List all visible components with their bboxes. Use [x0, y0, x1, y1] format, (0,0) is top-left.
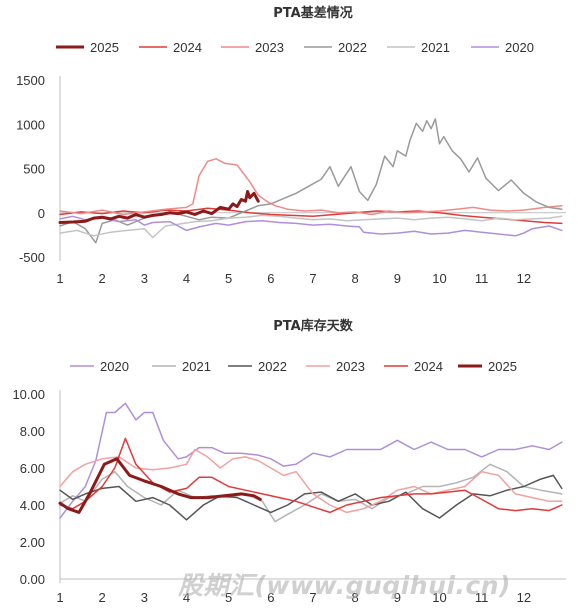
- legend-label-2025: 2025: [488, 359, 517, 374]
- legend-label-2023: 2023: [336, 359, 365, 374]
- chart-2-y-tick: 8.00: [20, 424, 45, 439]
- chart-2-y-tick: 2.00: [20, 535, 45, 550]
- chart-1-x-tick: 3: [141, 271, 148, 286]
- chart-2-series-2020: [59, 402, 563, 519]
- chart-2-x-tick: 6: [267, 590, 274, 605]
- chart-2-x-tick: 11: [475, 590, 489, 605]
- chart-1-series-2020: [59, 215, 563, 237]
- chart-1-series-2021: [59, 214, 563, 239]
- chart-2-x-tick: 1: [56, 590, 63, 605]
- chart-2-y-tick: 10.00: [12, 387, 45, 402]
- chart-2-x-tick: 9: [394, 590, 401, 605]
- chart-2-series-2021: [59, 463, 563, 523]
- legend-label-2022: 2022: [258, 359, 287, 374]
- chart-2-x-tick: 7: [309, 590, 316, 605]
- chart-1-x-tick: 9: [394, 271, 401, 286]
- chart-1-y-tick: 500: [23, 162, 45, 177]
- chart-1-y-tick: 1000: [16, 117, 45, 132]
- chart-2-x-tick: 4: [183, 590, 190, 605]
- chart-1-title: PTA基差情况: [273, 5, 352, 21]
- chart-1-x-tick: 1: [56, 271, 63, 286]
- chart-1-y-tick: -500: [19, 250, 45, 265]
- legend-label-2021: 2021: [421, 40, 450, 55]
- chart-2-series-2024: [59, 437, 563, 514]
- chart-2-x-tick: 2: [99, 590, 106, 605]
- chart-1-x-tick: 7: [309, 271, 316, 286]
- watermark-text: 股期汇(www.guqihui.cn): [178, 571, 511, 600]
- chart-1-x-tick: 10: [432, 271, 446, 286]
- chart-2-x-tick: 3: [141, 590, 148, 605]
- chart-2-y-tick: 6.00: [20, 461, 45, 476]
- chart-2-title: PTA库存天数: [273, 318, 353, 334]
- chart-1-y-tick: 1500: [16, 73, 45, 88]
- legend-label-2020: 2020: [505, 40, 534, 55]
- chart-1-x-tick: 4: [183, 271, 190, 286]
- chart-2-x-tick: 8: [352, 590, 359, 605]
- chart-1-x-tick: 11: [475, 271, 489, 286]
- chart-1-y-tick: 0: [38, 206, 45, 221]
- chart-2-series-2022: [59, 474, 563, 521]
- chart-1-x-tick: 5: [225, 271, 232, 286]
- chart-2-x-tick: 12: [517, 590, 531, 605]
- chart-2-y-tick: 0.00: [20, 572, 45, 587]
- chart-1-x-tick: 8: [352, 271, 359, 286]
- legend-label-2021: 2021: [182, 359, 211, 374]
- chart-1-series-2023: [59, 158, 563, 216]
- chart-2-x-tick: 10: [432, 590, 446, 605]
- chart-2-series-2023: [59, 448, 563, 514]
- legend-label-2022: 2022: [338, 40, 367, 55]
- chart-1-x-tick: 12: [517, 271, 531, 286]
- chart-2-x-tick: 5: [225, 590, 232, 605]
- legend-label-2023: 2023: [255, 40, 284, 55]
- legend-label-2025: 2025: [90, 40, 119, 55]
- chart-1-x-tick: 2: [99, 271, 106, 286]
- legend-label-2024: 2024: [173, 40, 202, 55]
- legend-label-2020: 2020: [100, 359, 129, 374]
- legend-label-2024: 2024: [414, 359, 443, 374]
- chart-2-series-2025: [58, 457, 262, 514]
- chart-1-x-tick: 6: [267, 271, 274, 286]
- chart-1-series-2025: [58, 190, 260, 224]
- chart-1-series-2024: [59, 207, 563, 225]
- chart-2-y-tick: 4.00: [20, 498, 45, 513]
